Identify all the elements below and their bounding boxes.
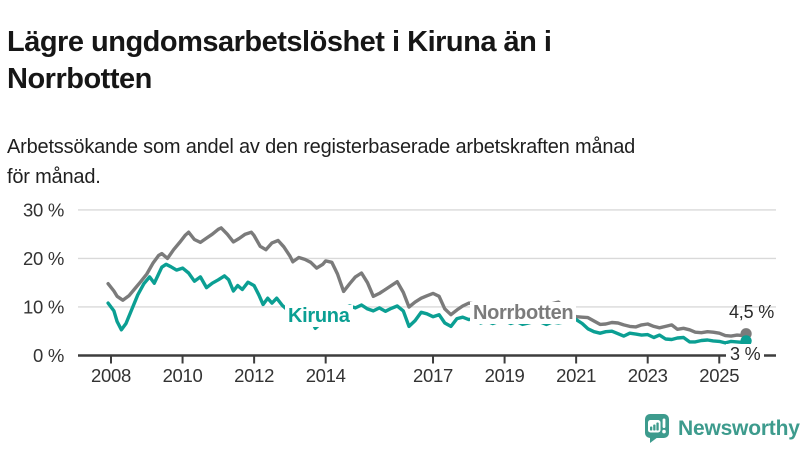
- chart-title-line-1: Lägre ungdomsarbetslöshet i Kiruna än i: [7, 26, 552, 59]
- chart-subtitle-line-1: Arbetssökande som andel av den registerb…: [7, 136, 636, 158]
- newsworthy-logo: Newsworthy: [644, 413, 800, 444]
- x-tick-label-2019: 2019: [485, 365, 525, 386]
- newsworthy-icon: [645, 414, 669, 443]
- newsworthy-wordmark: Newsworthy: [678, 416, 800, 440]
- y-tick-label-10: 10 %: [23, 296, 64, 317]
- chart-title-line-2: Norrbotten: [7, 63, 152, 96]
- series-line-norrbotten: [106, 226, 748, 338]
- x-tick-label-2010: 2010: [163, 365, 203, 386]
- y-tick-label-30: 30 %: [23, 199, 64, 220]
- end-value-label-kiruna: 3 %: [726, 344, 765, 365]
- x-tick-label-2021: 2021: [556, 365, 596, 386]
- y-tick-label-0: 0 %: [33, 345, 64, 366]
- x-tick-label-2025: 2025: [699, 365, 739, 386]
- end-value-label-norrbotten: 4,5 %: [728, 302, 774, 322]
- x-tick-label-2023: 2023: [628, 365, 668, 386]
- x-tick-label-2017: 2017: [413, 365, 453, 386]
- chart-subtitle-line-2: för månad.: [7, 166, 101, 188]
- series-label-kiruna: Kiruna: [285, 305, 353, 327]
- y-tick-label-20: 20 %: [23, 248, 64, 269]
- series-end-dot-kiruna: [740, 335, 752, 347]
- x-tick-label-2014: 2014: [306, 365, 346, 386]
- x-tick-label-2008: 2008: [91, 365, 131, 386]
- chart-subtitle: Arbetssökande som andel av den registerb…: [7, 132, 635, 192]
- series-label-norrbotten: Norrbotten: [470, 302, 577, 324]
- series-line-kiruna: [106, 262, 748, 345]
- chart-title: Lägre ungdomsarbetslöshet i Kiruna än i N…: [7, 24, 552, 98]
- x-tick-label-2012: 2012: [234, 365, 274, 386]
